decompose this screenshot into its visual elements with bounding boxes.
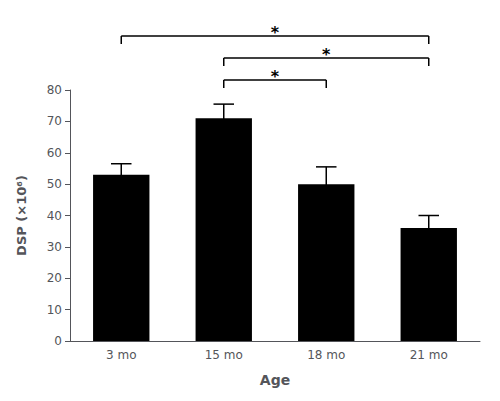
svg-text:21 mo: 21 mo: [410, 348, 448, 362]
svg-text:*: *: [271, 23, 280, 42]
svg-text:3 mo: 3 mo: [106, 348, 136, 362]
svg-text:DSP (×10⁶): DSP (×10⁶): [14, 175, 29, 256]
svg-text:50: 50: [47, 177, 62, 191]
svg-text:18 mo: 18 mo: [307, 348, 345, 362]
svg-text:40: 40: [47, 209, 62, 223]
svg-text:70: 70: [47, 114, 62, 128]
svg-text:60: 60: [47, 146, 62, 160]
svg-text:0: 0: [54, 334, 62, 348]
svg-text:20: 20: [47, 271, 62, 285]
svg-text:10: 10: [47, 303, 62, 317]
svg-text:*: *: [271, 67, 280, 86]
svg-text:Age: Age: [260, 372, 290, 388]
svg-text:*: *: [322, 45, 331, 64]
svg-text:80: 80: [47, 83, 62, 97]
svg-text:15 mo: 15 mo: [205, 348, 243, 362]
svg-text:30: 30: [47, 240, 62, 254]
